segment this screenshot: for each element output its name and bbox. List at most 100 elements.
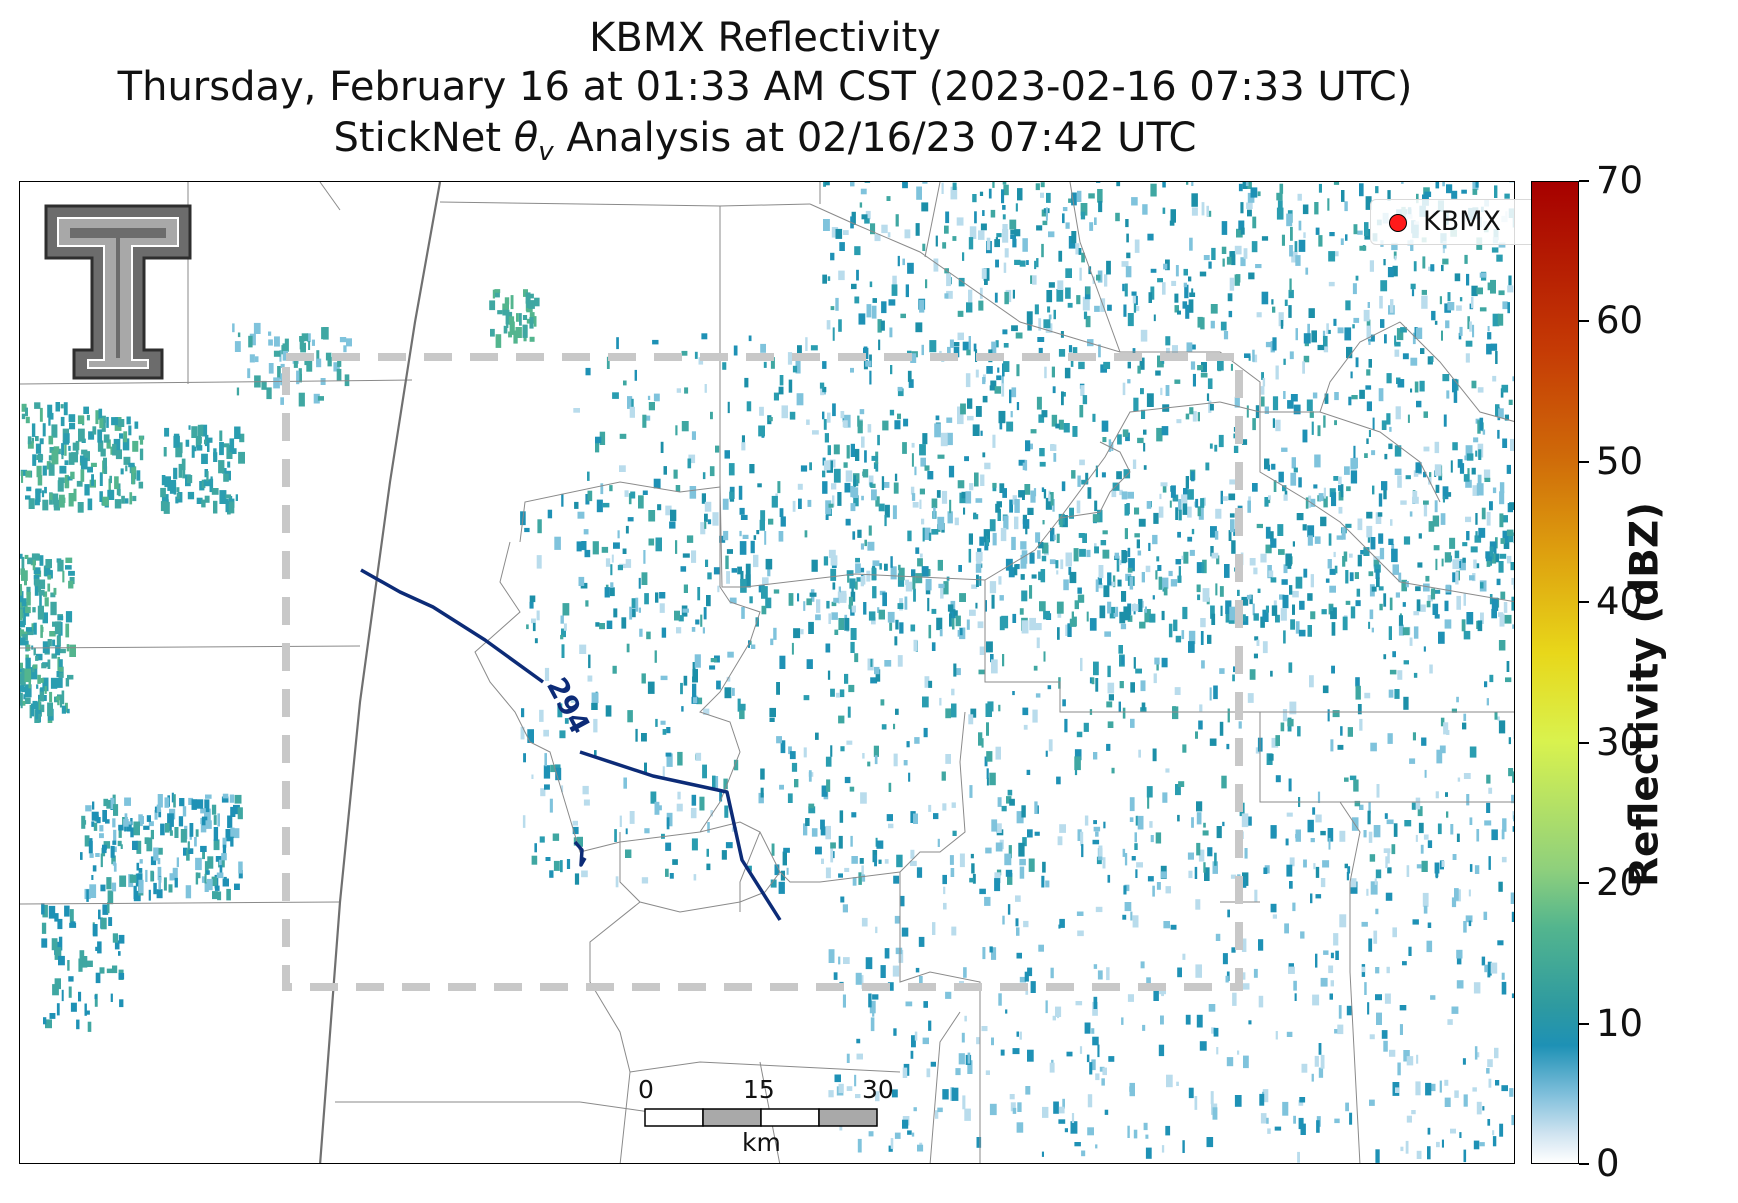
echo-pixel xyxy=(209,478,214,493)
echo-pixel xyxy=(1025,526,1028,535)
echo-pixel xyxy=(1012,1107,1017,1114)
echo-pixel xyxy=(502,303,509,313)
echo-pixel xyxy=(268,331,272,336)
echo-pixel xyxy=(750,644,756,649)
echo-pixel xyxy=(1320,977,1328,987)
echo-pixel xyxy=(1199,271,1207,277)
echo-pixel xyxy=(1027,829,1033,838)
echo-pixel xyxy=(1410,357,1418,366)
echo-pixel xyxy=(40,687,44,692)
echo-pixel xyxy=(489,300,496,311)
echo-pixel xyxy=(638,607,641,613)
echo-pixel xyxy=(675,485,681,492)
echo-pixel xyxy=(1298,477,1302,488)
echo-pixel xyxy=(69,909,74,923)
echo-pixel xyxy=(641,673,646,684)
echo-pixel xyxy=(1475,513,1478,525)
echo-pixel xyxy=(229,501,235,514)
colorbar-tick-mark xyxy=(1579,460,1589,463)
echo-pixel xyxy=(676,627,682,634)
echo-pixel xyxy=(1494,185,1498,198)
echo-pixel xyxy=(191,426,198,438)
echo-pixel xyxy=(1254,636,1259,641)
echo-pixel xyxy=(61,443,64,456)
echo-pixel xyxy=(1376,1012,1382,1025)
echo-pixel xyxy=(850,503,856,512)
echo-pixel xyxy=(1077,190,1082,202)
echo-pixel xyxy=(984,542,989,551)
echo-pixel xyxy=(1488,1078,1492,1088)
echo-pixel xyxy=(56,677,63,688)
echo-pixel xyxy=(803,601,806,611)
echo-pixel xyxy=(952,236,957,241)
echo-pixel xyxy=(1442,374,1450,382)
echo-pixel xyxy=(202,850,205,860)
echo-pixel xyxy=(999,595,1004,601)
echo-pixel xyxy=(1418,822,1424,834)
echo-pixel xyxy=(955,1068,961,1076)
echo-pixel xyxy=(1436,749,1443,764)
echo-pixel xyxy=(778,881,785,894)
echo-pixel xyxy=(1371,586,1377,592)
echo-pixel xyxy=(1058,419,1064,430)
echo-pixel xyxy=(1388,443,1393,450)
echo-pixel xyxy=(821,858,824,864)
echo-pixel xyxy=(773,392,779,401)
radar-map-panel[interactable]: 294 xyxy=(19,181,1515,1164)
echo-pixel xyxy=(1131,604,1139,612)
echo-pixel xyxy=(21,598,27,607)
echo-pixel xyxy=(1435,484,1440,493)
echo-pixel xyxy=(982,395,988,403)
echo-pixel xyxy=(339,337,347,343)
echo-pixel xyxy=(975,369,979,378)
echo-pixel xyxy=(611,554,614,563)
echo-pixel xyxy=(1421,860,1428,872)
echo-pixel xyxy=(1091,677,1095,685)
echo-pixel xyxy=(52,621,57,627)
echo-pixel xyxy=(1218,434,1224,448)
echo-pixel xyxy=(1196,842,1201,856)
echo-pixel xyxy=(544,784,550,790)
echo-pixel xyxy=(1298,1117,1304,1130)
echo-pixel xyxy=(1462,722,1467,730)
distance-scalebar: 0 15 30 km xyxy=(638,1075,934,1157)
echo-pixel xyxy=(157,858,161,865)
echo-pixel xyxy=(282,343,288,351)
echo-pixel xyxy=(795,360,801,374)
echo-pixel xyxy=(570,696,575,703)
echo-pixel xyxy=(1272,418,1275,428)
echo-pixel xyxy=(691,550,697,563)
echo-pixel xyxy=(226,445,233,459)
echo-pixel xyxy=(1499,553,1507,559)
echo-pixel xyxy=(870,223,876,235)
echo-pixel xyxy=(1275,735,1280,746)
echo-pixel xyxy=(903,760,908,766)
echo-pixel xyxy=(701,493,706,504)
echo-pixel xyxy=(844,617,850,631)
echo-pixel xyxy=(1107,874,1111,883)
echo-pixel xyxy=(957,411,964,425)
echo-pixel xyxy=(881,301,887,314)
echo-pixel xyxy=(80,852,83,860)
echo-pixel xyxy=(911,493,916,501)
echo-pixel xyxy=(1416,864,1422,869)
echo-pixel xyxy=(957,480,965,489)
echo-pixel xyxy=(880,320,885,331)
echo-pixel xyxy=(1176,419,1182,424)
echo-pixel xyxy=(897,603,904,609)
echo-pixel xyxy=(996,233,1002,238)
echo-pixel xyxy=(951,688,955,696)
echo-pixel xyxy=(1147,797,1150,809)
echo-pixel xyxy=(1425,1082,1432,1096)
echo-pixel xyxy=(1038,944,1044,952)
echo-pixel xyxy=(225,829,232,842)
echo-pixel xyxy=(554,764,561,770)
echo-pixel xyxy=(928,804,932,812)
echo-pixel xyxy=(86,414,90,421)
echo-pixel xyxy=(35,706,39,720)
echo-pixel xyxy=(192,446,197,452)
echo-pixel xyxy=(564,718,569,724)
echo-pixel xyxy=(195,872,199,885)
echo-pixel xyxy=(1389,597,1393,611)
echo-pixel xyxy=(1298,1099,1304,1106)
